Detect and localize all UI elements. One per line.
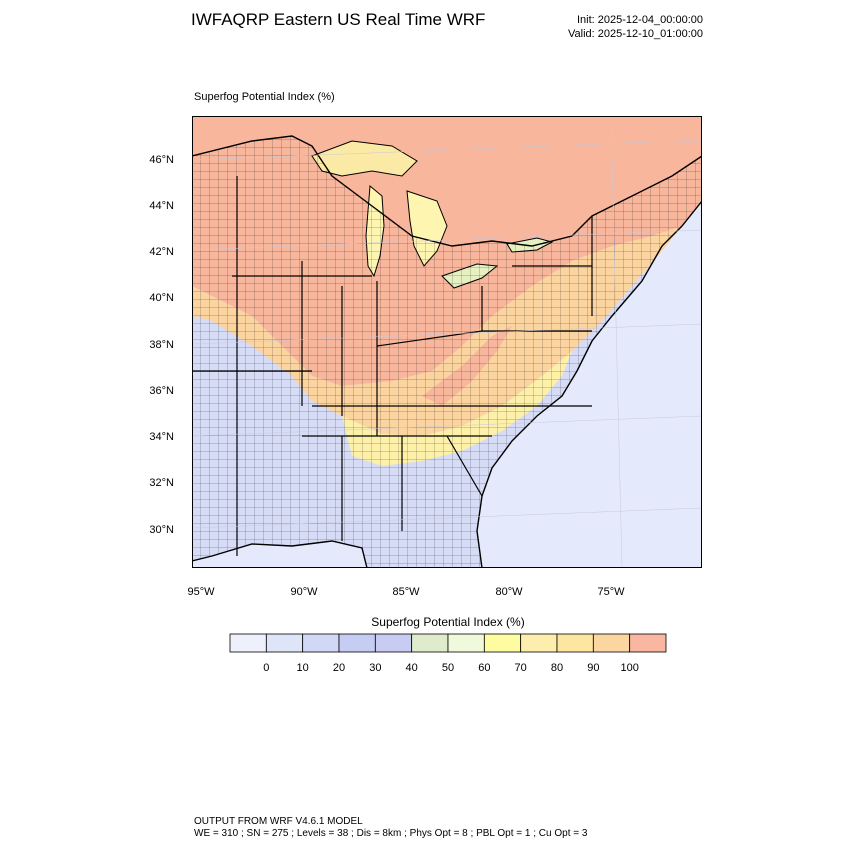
init-time: Init: 2025-12-04_00:00:00 xyxy=(577,14,703,26)
colorbar-tick-label: 10 xyxy=(296,662,309,674)
canada-region xyxy=(192,116,702,246)
lat-label-30: 30°N xyxy=(149,524,174,536)
lon-label-75: 75°W xyxy=(597,586,625,598)
colorbar-box xyxy=(338,633,376,653)
lat-label-40: 40°N xyxy=(149,292,174,304)
colorbar-tick-label: 70 xyxy=(514,662,527,674)
lat-label-44: 44°N xyxy=(149,200,174,212)
lat-label-32: 32°N xyxy=(149,477,174,489)
colorbar-box xyxy=(483,633,522,653)
colorbar-box xyxy=(374,633,413,653)
lon-label-80: 80°W xyxy=(495,586,523,598)
lat-label-42: 42°N xyxy=(149,246,174,258)
colorbar-box xyxy=(592,633,631,653)
state-boundaries xyxy=(192,176,593,556)
colorbar-box xyxy=(447,633,485,653)
colorbar-box xyxy=(629,633,667,653)
lon-label-95: 95°W xyxy=(187,586,215,598)
colorbar-title: Superfog Potential Index (%) xyxy=(371,615,525,629)
lat-label-34: 34°N xyxy=(149,431,174,443)
colorbar-tick-label: 100 xyxy=(620,662,639,674)
graticule xyxy=(192,116,702,568)
plot-title: IWFAQRP Eastern US Real Time WRF xyxy=(191,10,486,29)
colorbar-tick-label: 30 xyxy=(369,662,382,674)
colorbar-box xyxy=(302,633,340,653)
lat-label-38: 38°N xyxy=(149,339,174,351)
coastline xyxy=(192,135,702,568)
colorbar-tick-label: 80 xyxy=(550,662,564,674)
lon-label-85: 85°W xyxy=(392,586,420,598)
colorbar-tick-label: 0 xyxy=(263,662,270,674)
colorbar-tick-label: 40 xyxy=(405,662,418,674)
colorbar-tick-label: 90 xyxy=(587,662,600,674)
footer-config-line: WE = 310 ; SN = 275 ; Levels = 38 ; Dis … xyxy=(194,828,588,839)
colorbar-tick-label: 60 xyxy=(478,662,491,674)
colorbar-box xyxy=(229,633,267,653)
lat-label-46: 46°N xyxy=(149,154,174,166)
colorbar xyxy=(229,633,667,653)
colorbar-tick-label: 20 xyxy=(332,662,346,674)
colorbar-box xyxy=(556,633,594,653)
footer-model-line: OUTPUT FROM WRF V4.6.1 MODEL xyxy=(194,816,363,827)
colorbar-box xyxy=(520,633,558,653)
lat-label-36: 36°N xyxy=(149,385,174,397)
weather-map xyxy=(192,116,702,568)
colorbar-tick-label: 50 xyxy=(441,662,455,674)
map-field-label: Superfog Potential Index (%) xyxy=(194,91,335,103)
colorbar-box xyxy=(411,633,449,653)
colorbar-box xyxy=(265,633,304,653)
lon-label-90: 90°W xyxy=(290,586,318,598)
valid-time: Valid: 2025-12-10_01:00:00 xyxy=(568,28,703,40)
